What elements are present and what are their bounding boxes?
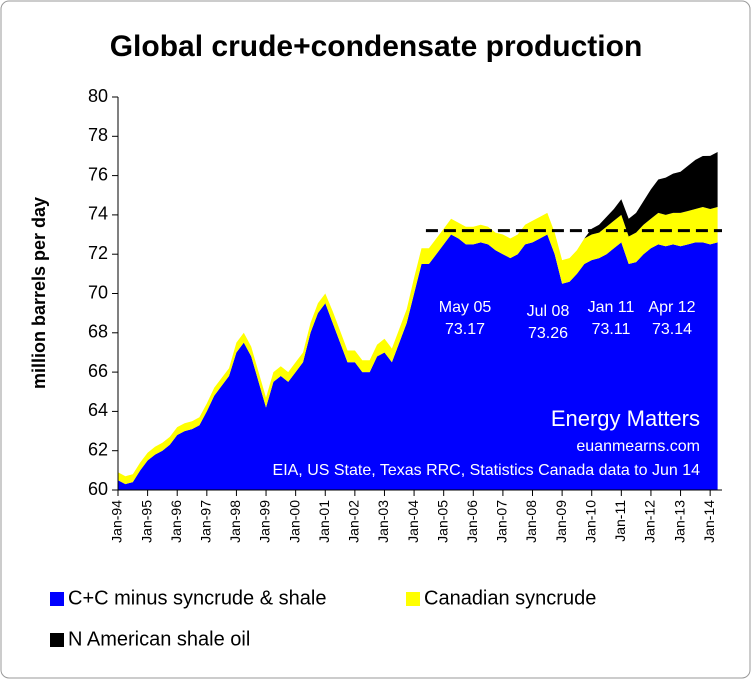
x-tick-label: Jan-06 [464,500,480,543]
x-tick-label: Jan-05 [434,500,450,543]
y-tick-label: 66 [88,361,108,381]
watermark: Energy Matters euanmearns.com EIA, US St… [273,406,701,479]
x-tick-label: Jan-12 [642,500,658,543]
x-tick-label: Jan-95 [138,500,154,543]
x-tick-label: Jan-10 [582,500,598,543]
x-tick-label: Jan-00 [286,500,302,543]
annotation: Jul 08 [527,303,570,320]
x-tick-label: Jan-03 [375,500,391,543]
x-tick-label: Jan-09 [553,500,569,543]
x-tick-label: Jan-11 [612,500,628,542]
x-tick-label: Jan-08 [523,500,539,543]
y-tick-label: 72 [88,243,108,263]
legend-label: Canadian syncrude [424,587,596,609]
x-tick-label: Jan-97 [198,500,214,543]
area [118,152,718,477]
annotation: 73.11 [592,321,631,338]
legend-swatch [50,592,64,606]
annotation: Apr 12 [648,299,695,316]
x-tick-label: Jan-01 [316,500,332,543]
x-tick-label: Jan-07 [494,500,510,543]
legend: C+C minus syncrude & shale Canadian syncr… [50,587,596,650]
x-tick-label: Jan-13 [671,500,687,543]
y-tick-label: 74 [88,204,108,224]
x-tick-label: Jan-14 [701,500,717,543]
annotation: May 05 [439,299,492,316]
area [118,234,718,490]
legend-swatch [50,633,64,647]
legend-label: C+C minus syncrude & shale [68,587,326,609]
annotations: May 05 73.17 Jul 08 73.26 Jan 11 73.11 A… [439,299,696,342]
x-tick-label: Jan-96 [168,500,184,543]
annotation: 73.17 [445,321,485,338]
y-tick-label: 68 [88,322,108,342]
area [118,207,718,485]
y-tick-label: 70 [88,282,108,302]
y-tick-label: 76 [88,164,108,184]
y-axis-label: million barrels per day [29,197,49,389]
y-tick-label: 80 [88,86,108,106]
legend-swatch [406,592,420,606]
x-tick-label: Jan-94 [109,500,125,543]
annotation: 73.14 [652,321,692,338]
x-tick-label: Jan-99 [257,500,273,543]
watermark-line: euanmearns.com [576,438,700,455]
watermark-line: EIA, US State, Texas RRC, Statistics Can… [273,462,701,479]
y-tick-label: 78 [88,125,108,145]
y-tick-label: 60 [88,479,108,499]
legend-label: N American shale oil [68,628,250,650]
y-tick-label: 64 [88,400,108,420]
plot: 60 62 64 66 68 70 72 74 76 78 80 Jan-94 Jan-95 Jan-96… [88,86,722,543]
annotation: 73.26 [528,325,568,342]
x-tick-label: Jan-98 [227,500,243,543]
x-tick-label: Jan-04 [405,500,421,543]
chart-title: Global crude+condensate production [110,30,643,63]
y-tick-label: 62 [88,439,108,459]
annotation: Jan 11 [588,299,635,316]
x-tick-label: Jan-02 [346,500,362,543]
watermark-line: Energy Matters [551,406,700,431]
